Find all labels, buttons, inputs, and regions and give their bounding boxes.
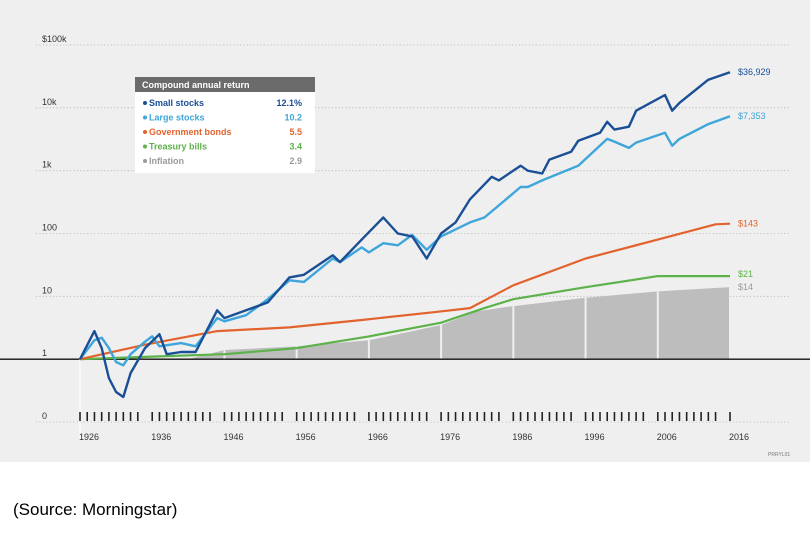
end-label-large-stocks: $7,353 xyxy=(738,111,766,121)
end-label-government-bonds: $143 xyxy=(738,219,758,229)
legend-dot-large-stocks xyxy=(143,115,147,120)
legend-value-government-bonds: 5.5 xyxy=(289,127,302,137)
legend: Compound annual return Small stocks 12.1% L… xyxy=(135,77,315,173)
series-lines xyxy=(78,71,731,399)
legend-label-government-bonds: Government bonds xyxy=(149,127,232,137)
x-tick-label: 1946 xyxy=(223,432,243,442)
legend-value-treasury-bills: 3.4 xyxy=(289,142,302,152)
figure-code: PRRYL01 xyxy=(768,452,790,458)
x-tick-label: 1936 xyxy=(151,432,171,442)
x-tick-label: 1986 xyxy=(512,432,532,442)
legend-title: Compound annual return xyxy=(142,80,250,90)
series-line-large-stocks xyxy=(79,115,731,367)
y-tick-label: 10 xyxy=(42,285,52,295)
legend-label-treasury-bills: Treasury bills xyxy=(149,142,207,152)
legend-box xyxy=(135,77,315,173)
chart-panel: $100k 10k 1k 100 10 1 0 1926 1936 1946 1956 1966 19… xyxy=(0,0,810,462)
x-axis-ticks: 1926 1936 1946 1956 1966 1976 1986 1996 2006 2016 xyxy=(79,412,749,442)
x-tick-label: 1966 xyxy=(368,432,388,442)
x-tick-label: 2016 xyxy=(729,432,749,442)
series-line-treasury-bills xyxy=(79,275,730,361)
x-tick-label: 1996 xyxy=(585,432,605,442)
y-tick-label: $100k xyxy=(42,34,67,44)
legend-dot-treasury-bills xyxy=(143,144,147,149)
legend-header xyxy=(135,77,315,92)
legend-value-small-stocks: 12.1% xyxy=(276,98,302,108)
legend-dot-government-bonds xyxy=(143,130,147,134)
legend-label-inflation: Inflation xyxy=(149,156,184,166)
end-label-treasury-bills: $21 xyxy=(738,269,753,279)
legend-dot-small-stocks xyxy=(143,101,147,105)
x-tick-label: 1926 xyxy=(79,432,99,442)
y-tick-label: 10k xyxy=(42,97,57,107)
y-tick-label: 100 xyxy=(42,223,57,233)
legend-value-inflation: 2.9 xyxy=(289,156,302,166)
baseline xyxy=(0,358,810,440)
legend-label-large-stocks: Large stocks xyxy=(149,113,205,123)
legend-dot-inflation xyxy=(143,159,147,163)
source-note: (Source: Morningstar) xyxy=(13,500,178,519)
x-tick-label: 2006 xyxy=(657,432,677,442)
x-tick-label: 1956 xyxy=(296,432,316,442)
end-labels: $36,929 $7,353 $143 $21 $14 xyxy=(738,67,771,292)
y-tick-label: 0 xyxy=(42,411,47,421)
x-tick-label: 1976 xyxy=(440,432,460,442)
series-line-small-stocks xyxy=(78,71,731,399)
end-label-small-stocks: $36,929 xyxy=(738,67,771,77)
y-tick-label: 1 xyxy=(42,348,47,358)
end-label-inflation: $14 xyxy=(738,282,753,292)
legend-value-large-stocks: 10.2 xyxy=(284,113,302,123)
y-tick-label: 1k xyxy=(42,160,52,170)
legend-label-small-stocks: Small stocks xyxy=(149,98,204,108)
